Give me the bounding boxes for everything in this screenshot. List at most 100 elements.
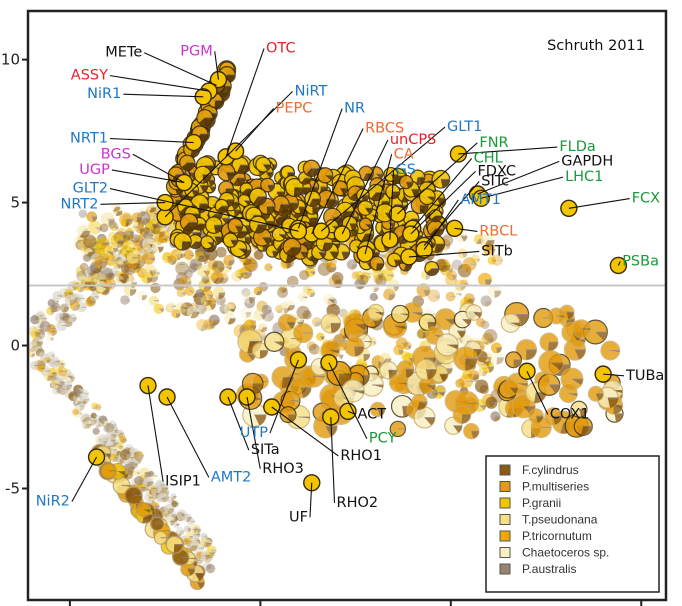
- data-point: [485, 396, 498, 409]
- gene-label-rbcl: RBCL: [479, 223, 517, 239]
- gene-label-tuba: TUBa: [625, 368, 664, 384]
- data-point: [464, 293, 475, 304]
- data-point: [600, 340, 621, 361]
- data-point: [30, 315, 40, 325]
- gene-label-glt2: GLT2: [73, 181, 108, 197]
- gene-label-ugp: UGP: [79, 162, 110, 178]
- leader-line: [166, 396, 210, 478]
- gene-label-pgm: PGM: [180, 43, 213, 59]
- data-point: [528, 408, 544, 424]
- data-point: [224, 312, 236, 325]
- data-point: [86, 265, 97, 276]
- gene-label-nir2: NiR2: [36, 494, 70, 510]
- legend-label: P.granii: [522, 496, 561, 510]
- data-point: [139, 467, 150, 479]
- data-point: [446, 269, 457, 281]
- data-point: [95, 281, 107, 293]
- data-point: [411, 393, 428, 411]
- data-point: [194, 251, 205, 261]
- data-point: [47, 351, 55, 359]
- data-point: [393, 344, 404, 356]
- data-point: [253, 286, 263, 296]
- data-point: [76, 294, 85, 303]
- data-point: [244, 297, 256, 309]
- legend-box: [485, 455, 660, 593]
- data-point: [57, 366, 68, 377]
- data-point: [334, 279, 343, 288]
- data-point: [100, 244, 114, 259]
- data-point: [47, 334, 54, 342]
- data-point: [109, 453, 119, 462]
- data-point: [490, 411, 501, 422]
- data-point: [453, 346, 478, 371]
- data-point: [61, 312, 70, 321]
- data-point: [316, 332, 325, 341]
- data-point: [282, 237, 302, 257]
- data-point: [223, 254, 235, 267]
- data-point: [39, 315, 47, 322]
- data-point: [383, 288, 396, 301]
- data-point: [358, 217, 373, 231]
- leader-line: [477, 160, 560, 195]
- gene-label-nr: NR: [344, 101, 365, 117]
- gene-label-gs: GS: [396, 162, 416, 178]
- gene-label-glt1: GLT1: [447, 119, 482, 135]
- data-point: [413, 406, 436, 429]
- leader-line: [214, 51, 219, 80]
- data-point: [126, 252, 139, 264]
- data-point: [34, 345, 43, 354]
- leader-line: [481, 176, 564, 199]
- gene-label-rbcs: RBCS: [365, 121, 404, 137]
- gene-label-psba: PSBa: [622, 253, 659, 269]
- data-point: [312, 317, 322, 327]
- data-point: [212, 260, 225, 273]
- leader-line: [144, 52, 217, 86]
- data-point: [275, 304, 284, 314]
- data-point: [271, 227, 287, 242]
- gene-label-fdxc: FDXC: [477, 163, 516, 179]
- gene-label-gapdh: GAPDH: [561, 153, 613, 169]
- highlighted-point: [356, 245, 374, 263]
- data-point: [463, 423, 480, 440]
- leader-line: [309, 482, 313, 518]
- data-point: [171, 309, 181, 319]
- data-point: [505, 351, 523, 369]
- data-point: [277, 287, 288, 298]
- leader-line: [132, 153, 185, 184]
- gene-label-mete: METe: [105, 45, 142, 61]
- legend: F.cylindrus P.multiseries P.granii T.pseudo…: [485, 455, 660, 593]
- gene-label-act: ACT: [357, 406, 386, 422]
- data-point: [200, 294, 212, 307]
- gene-label-utp: UTP: [240, 425, 268, 441]
- data-point: [222, 232, 239, 248]
- data-point: [64, 294, 76, 306]
- gene-label-otc: OTC: [266, 40, 296, 56]
- leader-line: [100, 202, 166, 205]
- data-point: [302, 285, 312, 294]
- data-point: [124, 486, 143, 505]
- leader-line: [109, 188, 299, 232]
- leader-line: [311, 128, 364, 235]
- data-point: [390, 304, 410, 324]
- data-point: [515, 339, 538, 361]
- data-point: [369, 292, 378, 302]
- data-point: [146, 218, 158, 230]
- legend-label: F.cylindrus: [522, 463, 579, 477]
- data-point: [180, 561, 196, 577]
- data-point: [152, 241, 164, 254]
- gene-label-sita: SITa: [251, 442, 280, 458]
- data-point: [43, 371, 54, 381]
- data-point: [373, 274, 383, 284]
- data-point: [100, 212, 115, 227]
- leader-line: [454, 227, 478, 232]
- data-point: [115, 275, 124, 285]
- points-layer: [27, 60, 628, 591]
- plot-frame: [26, 9, 668, 602]
- data-point: [375, 275, 387, 287]
- data-point: [110, 234, 125, 248]
- axes: 10 5 0 -5: [1, 51, 643, 606]
- data-point: [587, 385, 604, 402]
- data-point: [183, 513, 192, 522]
- data-point: [501, 379, 519, 397]
- gene-label-nir1: NiR1: [87, 86, 121, 102]
